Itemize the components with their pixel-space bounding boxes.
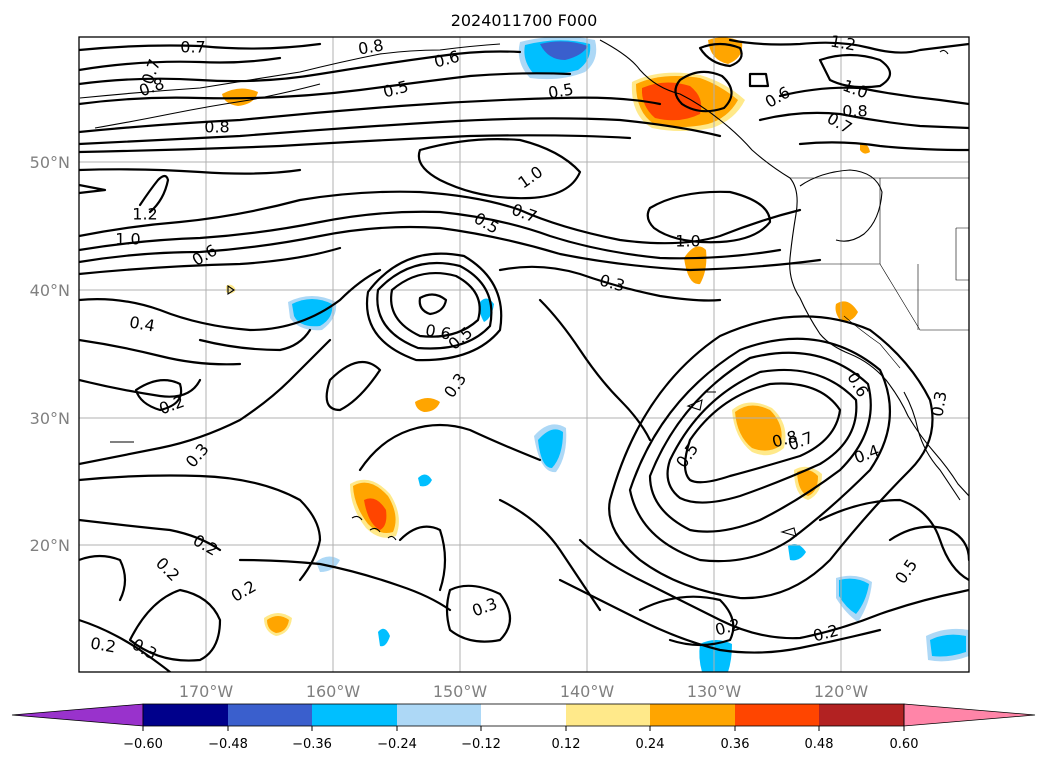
positive-anomaly-shade — [684, 246, 707, 285]
colorbar-segment — [481, 704, 566, 726]
latitude-label: 40°N — [30, 281, 70, 300]
contour-label: 0.4 — [851, 441, 881, 468]
latitude-labels: 50°N 40°N 30°N 20°N — [30, 153, 70, 555]
colorbar-tick-label: 0.48 — [805, 737, 834, 752]
longitude-label: 170°W — [179, 682, 234, 701]
negative-anomaly-shade — [292, 299, 333, 327]
coastlines — [79, 39, 969, 541]
map-frame — [78, 36, 970, 673]
longitude-label: 130°W — [687, 682, 742, 701]
contour-label: 0.5 — [672, 440, 702, 472]
contour-label: 1.0 — [675, 232, 700, 251]
colorbar-tick-label: 0.36 — [721, 737, 750, 752]
contour-label: 0.4 — [128, 312, 156, 335]
contour-label: 0.3 — [598, 271, 628, 296]
contour-label: 0.7 — [180, 38, 205, 57]
map-title: 2024011700 F000 — [451, 11, 598, 30]
contour-label: 1.0 — [115, 230, 140, 249]
longitude-label: 150°W — [433, 682, 488, 701]
negative-anomaly-shade — [418, 474, 432, 487]
negative-anomaly-shade — [540, 41, 588, 60]
negative-anomaly-shade — [788, 544, 806, 561]
colorbar-tick-label: 0.60 — [890, 737, 919, 752]
positive-anomaly-shade — [860, 143, 870, 154]
positive-anomaly-shade — [641, 82, 702, 121]
colorbar-frame — [142, 703, 905, 727]
contour-label: 0.3 — [129, 635, 161, 664]
colorbar-segment — [566, 704, 650, 726]
contour-label: 0.3 — [440, 370, 470, 402]
contour-label: 0.3 — [182, 440, 213, 472]
colorbar-tick-label: 0.12 — [552, 737, 581, 752]
contour-label: 0.3 — [469, 594, 499, 621]
contour-label: 0.7 — [509, 200, 539, 227]
latitude-label: 20°N — [30, 536, 70, 555]
colorbar-tick-label: −0.36 — [292, 737, 332, 752]
colorbar-segment — [143, 704, 228, 726]
colorbar-segment — [735, 704, 819, 726]
colorbar-segment — [397, 704, 481, 726]
contour-label: 1.0 — [515, 162, 547, 192]
positive-anomaly-shade — [735, 405, 782, 451]
colorbar-segment — [312, 704, 397, 726]
contour-label: 0.3 — [927, 390, 950, 418]
colorbar-tick-label: 0.24 — [636, 737, 665, 752]
contour-label: 0.2 — [811, 621, 841, 646]
colorbar-segment — [819, 704, 904, 726]
contour-label: 0.8 — [357, 35, 385, 58]
contour-label: 0.2 — [89, 633, 117, 656]
shaded-anomalies — [222, 37, 969, 672]
colorbar-segment — [228, 704, 312, 726]
longitude-labels: 170°W 160°W 150°W 140°W 130°W 120°W — [179, 682, 869, 701]
contour-label: 0.5 — [547, 79, 575, 102]
contour-label: 1.2 — [132, 205, 157, 224]
positive-anomaly-shade — [364, 498, 387, 530]
contour-label: 0.8 — [842, 102, 867, 121]
contour-label: 0.2 — [152, 554, 183, 585]
negative-anomaly-shade — [930, 634, 966, 657]
political-borders — [790, 177, 969, 369]
longitude-label: 120°W — [814, 682, 869, 701]
contour-label: 1.2 — [829, 31, 857, 54]
colorbar-tick-label: −0.48 — [208, 737, 248, 752]
contour-label: 0.2 — [228, 577, 260, 606]
negative-anomaly-shade — [316, 556, 340, 572]
latitude-label: 50°N — [30, 153, 70, 172]
contour-label: 0.2 — [190, 531, 222, 560]
contour-label: 0.5 — [381, 77, 411, 102]
contour-label: 0.8 — [204, 118, 229, 137]
contour-label: 0.6 — [843, 369, 872, 401]
colorbar-tick-label: −0.60 — [123, 737, 163, 752]
colorbar: −0.60 −0.48 −0.36 −0.24 −0.12 0.12 0.24 0.36 0.4… — [11, 703, 1036, 752]
contour-lines — [79, 38, 969, 672]
colorbar-segment — [650, 704, 735, 726]
colorbar-extend-high — [903, 703, 1036, 727]
longitude-label: 160°W — [306, 682, 361, 701]
colorbar-tick-label: −0.12 — [461, 737, 501, 752]
negative-anomaly-shade — [839, 578, 869, 614]
latitude-label: 30°N — [30, 409, 70, 428]
colorbar-tick-label: −0.24 — [377, 737, 417, 752]
negative-anomaly-shade — [378, 628, 390, 647]
contour-label: 0.5 — [891, 556, 921, 588]
positive-anomaly-shade — [415, 398, 440, 412]
longitude-label: 140°W — [560, 682, 615, 701]
colorbar-extend-low — [11, 703, 144, 727]
contour-label: 1.0 — [840, 76, 870, 103]
negative-anomaly-shade — [699, 640, 732, 672]
contour-label: 0.6 — [424, 320, 452, 343]
negative-anomaly-shade — [538, 429, 563, 468]
positive-anomaly-shade — [267, 616, 289, 633]
